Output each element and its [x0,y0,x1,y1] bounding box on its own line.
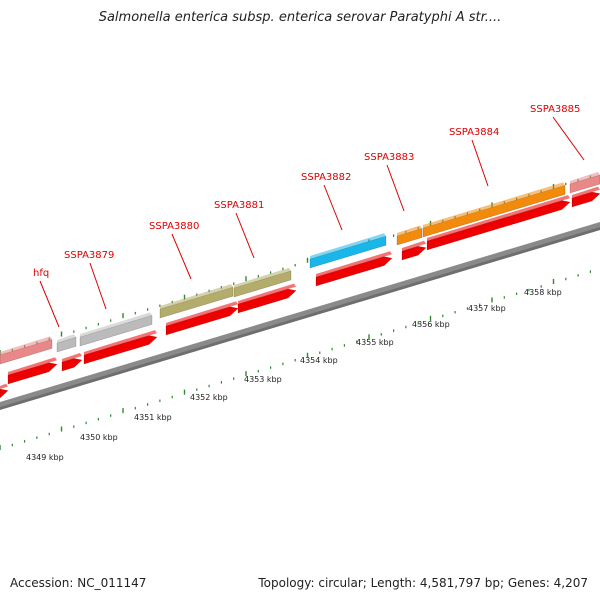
gene-label-sspa3884[interactable]: SSPA3884 [449,127,499,138]
kbp-label-4349: 4349 kbp [26,453,64,462]
cds-bar-9[interactable] [571,191,600,208]
cds-bar-1[interactable] [7,362,58,385]
leader-line-sspa3880 [171,233,192,280]
gene-label-sspa3880[interactable]: SSPA3880 [149,221,199,232]
backbone-strand-shadow [0,227,600,410]
gene-bar-sspa3885-top-face [570,172,600,184]
kbp-label-4356: 4356 kbp [412,320,450,329]
gene-bar-left-pink-top-face [0,336,52,355]
kbp-label-4350: 4350 kbp [80,433,118,442]
kbp-label-4353: 4353 kbp [244,375,282,384]
gene-bar-sspa3882[interactable] [309,235,387,269]
kbp-label-4358: 4358 kbp [524,288,562,297]
kbp-label-4355: 4355 kbp [356,338,394,347]
gene-bar-hfq-top-face [57,334,76,343]
gene-label-hfq[interactable]: hfq [33,268,49,279]
gene-bar-sspa3881[interactable] [233,270,292,298]
genome-summary-text: Topology: circular; Length: 4,581,797 bp… [258,576,588,590]
tick-row-lower [0,270,592,450]
gene-bar-left-pink[interactable] [0,338,53,365]
map-title: Salmonella enterica subsp. enterica sero… [98,10,502,25]
cds-bar-9-top-face [572,186,600,198]
cds-bar-1-top-face [8,357,57,375]
cds-bar-2-top-face [62,353,82,362]
leader-line-sspa3883 [386,164,405,212]
cds-bar-4[interactable] [165,306,239,336]
cds-bar-7[interactable] [401,245,427,261]
gene-bar-sspa3884-top-face [423,182,565,228]
gene-label-sspa3885[interactable]: SSPA3885 [530,104,580,115]
gene-bar-sspa3881-top-face [234,267,291,288]
gene-track-forward [0,172,600,365]
gene-track-reverse [0,186,600,399]
leader-line-sspa3881 [235,212,255,259]
leader-line-sspa3885 [552,116,585,161]
accession-text: Accession: NC_011147 [10,576,147,590]
cds-bar-8-top-face [427,195,570,241]
label-leader-lines [39,116,585,328]
gene-bar-sspa3882-top-face [310,233,386,259]
kbp-label-4354: 4354 kbp [300,356,338,365]
gene-bar-sspa3879[interactable] [79,314,153,347]
kbp-label-4351: 4351 kbp [134,413,172,422]
gene-bar-sspa3884[interactable] [422,184,566,238]
cds-bar-0-top-face [0,383,8,389]
gene-label-sspa3882[interactable]: SSPA3882 [301,172,351,183]
leader-line-sspa3884 [471,139,489,187]
gene-label-sspa3881[interactable]: SSPA3881 [214,200,264,211]
gene-label-sspa3883[interactable]: SSPA3883 [364,152,414,163]
gene-bar-sspa3879-top-face [80,312,152,337]
leader-line-sspa3879 [89,262,107,310]
cds-bar-3-top-face [84,330,157,355]
cds-bar-7-top-face [402,240,426,251]
leader-line-sspa3882 [323,184,343,231]
gene-bar-sspa3883-top-face [397,225,422,236]
cds-bar-4-top-face [166,301,238,326]
cds-bar-6-top-face [316,251,392,277]
kbp-label-4357: 4357 kbp [468,304,506,313]
cds-bar-5-top-face [238,283,296,304]
cds-bar-0[interactable] [0,388,9,399]
gene-label-sspa3879[interactable]: SSPA3879 [64,250,114,261]
kbp-label-4352: 4352 kbp [190,393,228,402]
gene-bar-sspa3880-top-face [160,284,233,309]
leader-line-hfq [39,280,60,328]
